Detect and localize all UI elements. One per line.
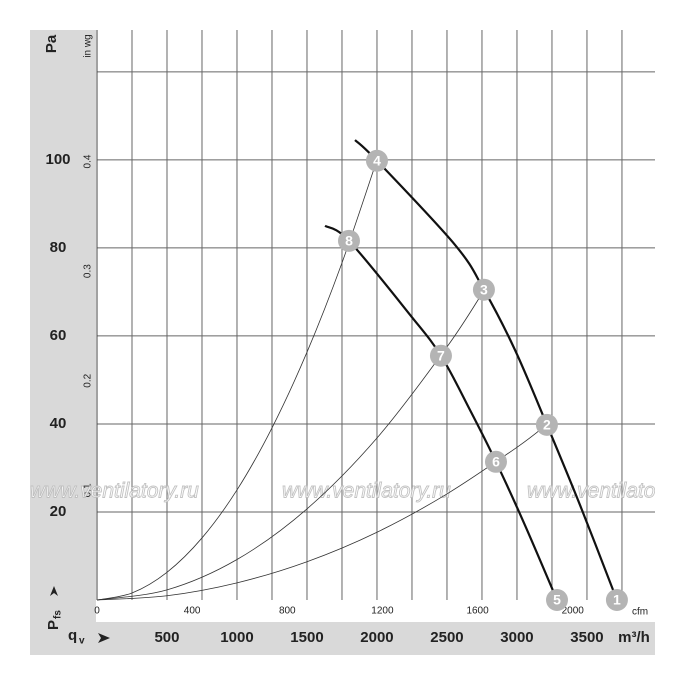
left-band [30, 30, 96, 655]
operating-point [337, 229, 360, 252]
y-tick-label: 80 [50, 239, 67, 256]
point-label: 3 [480, 281, 488, 297]
x-tick-label: 2000 [360, 629, 393, 646]
x2-label: cfm [632, 607, 648, 618]
watermark: www.ventilatory.ru [30, 480, 199, 503]
bottom-band [30, 622, 655, 655]
point-label: 2 [543, 417, 551, 433]
x-tick-label: 1500 [290, 629, 323, 646]
y-symbol-sub: fs [53, 610, 64, 619]
curve [96, 424, 548, 601]
x-symbol-sub: v [79, 636, 85, 647]
x2-tick-label: 1600 [466, 606, 489, 617]
x2-tick-label: 800 [279, 606, 296, 617]
y2-tick-label: 0.2 [83, 373, 94, 387]
curve [324, 224, 559, 601]
y2-tick-label: 0.1 [83, 483, 94, 497]
operating-point [429, 344, 452, 367]
point-label: 1 [613, 592, 621, 608]
watermarks: www.ventilatory.ru www.ventilatory.ru www.… [30, 479, 684, 503]
watermark: www.ventilatory.ru [527, 480, 684, 503]
operating-point [535, 413, 558, 436]
curve [354, 139, 618, 601]
x-symbol-main: q [68, 627, 77, 644]
y-tick-label: 100 [45, 151, 70, 168]
operating-point [484, 450, 507, 473]
x-tick-label: 3000 [500, 629, 533, 646]
x2-tick-label: 0 [94, 606, 100, 617]
y2-label: in wg [83, 34, 94, 57]
x2-tick-label: 400 [184, 606, 201, 617]
y2-tick-label: 0.3 [83, 264, 94, 278]
x-tick-label: 3500 [570, 629, 603, 646]
x-arrow [98, 633, 110, 643]
y-arrow [50, 586, 58, 596]
point-label: 7 [437, 347, 445, 363]
operating-point [546, 589, 569, 611]
operating-point [605, 589, 628, 611]
y-symbol-main: P [45, 620, 62, 630]
point-label: 8 [345, 233, 353, 249]
curve [96, 159, 378, 601]
operating-point [365, 149, 388, 172]
plot-area [97, 30, 655, 600]
point-label: 5 [553, 592, 561, 608]
y-tick-label: 40 [50, 415, 67, 432]
x-tick-label: 500 [154, 629, 179, 646]
point-label: 4 [373, 152, 381, 168]
operating-point [472, 278, 495, 301]
x2-tick-label: 1200 [371, 606, 394, 617]
y-tick-label: 20 [50, 503, 67, 520]
watermark: www.ventilatory.ru [282, 480, 451, 503]
x2-tick-label: 2000 [562, 606, 585, 617]
y-symbol: P fs [45, 610, 64, 630]
y-label: Pa [43, 34, 60, 53]
y-tick-label: 60 [50, 327, 67, 344]
y2-tick-label: 0.4 [83, 154, 94, 168]
x-label: m³/h [618, 629, 650, 646]
x-tick-label: 1000 [220, 629, 253, 646]
x-tick-label: 2500 [430, 629, 463, 646]
point-label: 6 [492, 453, 500, 469]
